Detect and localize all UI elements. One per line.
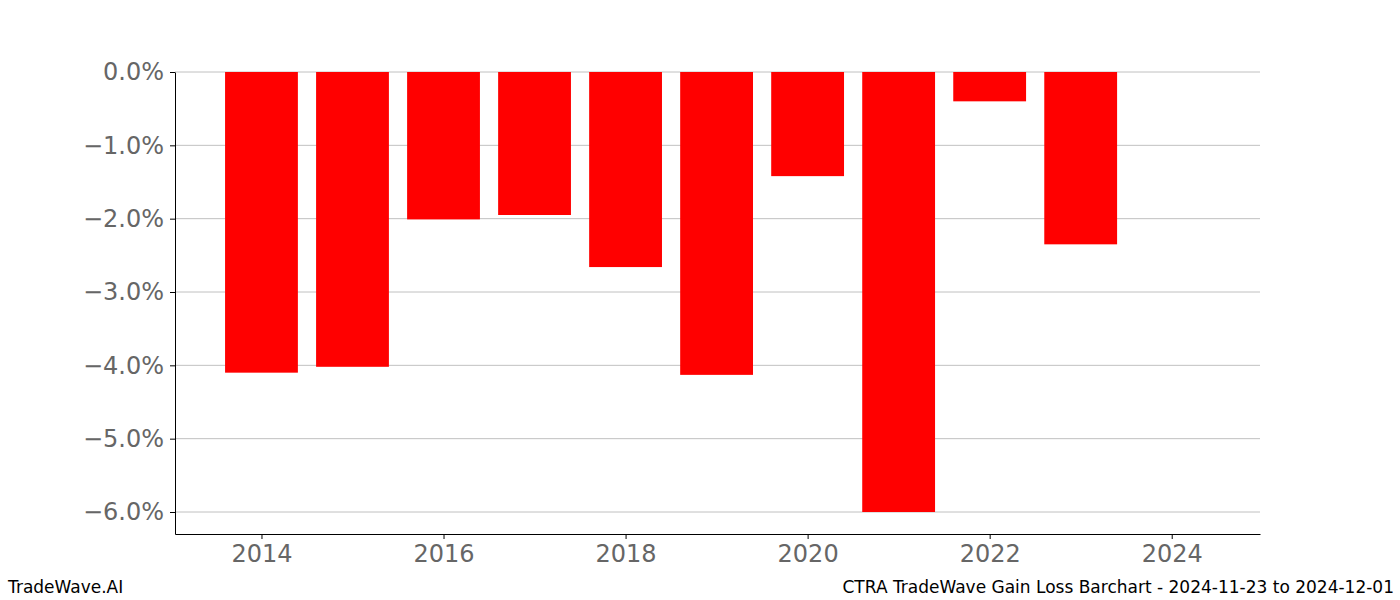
y-tick-label: −3.0% [83, 278, 164, 306]
y-tick-label: −1.0% [83, 132, 164, 160]
bar [771, 72, 844, 176]
title: CTRA TradeWave Gain Loss Barchart - 2024… [843, 577, 1395, 597]
y-tick-mark [170, 72, 175, 73]
y-tick: −6.0% [83, 498, 175, 526]
y-tick-mark [170, 365, 175, 366]
y-axis: 0.0% −1.0% −2.0% −3.0% −4.0% −5.0% −6.0% [83, 58, 176, 534]
x-tick-label: 2018 [596, 540, 657, 568]
y-tick-mark [170, 292, 175, 293]
bar [953, 72, 1026, 101]
grid [175, 72, 1260, 512]
y-tick-mark [170, 145, 175, 146]
y-tick-label: −4.0% [83, 352, 164, 380]
x-tick: 2024 [1142, 534, 1203, 568]
bar [680, 72, 753, 375]
x-tick-mark [261, 534, 262, 539]
bars [225, 72, 1117, 512]
y-tick: −3.0% [83, 278, 175, 306]
x-tick-label: 2024 [1142, 540, 1203, 568]
y-tick-mark [170, 219, 175, 220]
x-axis-line [176, 534, 1261, 535]
y-tick: −5.0% [83, 425, 175, 453]
y-axis-line [175, 73, 176, 535]
annotation: TradeWave.AI [7, 577, 123, 597]
bar [407, 72, 480, 219]
x-tick-label: 2020 [778, 540, 839, 568]
bar [1044, 72, 1117, 244]
y-tick: −4.0% [83, 352, 175, 380]
y-tick-label: −6.0% [83, 498, 164, 526]
bar [862, 72, 935, 512]
bar [225, 72, 298, 373]
grid-line [175, 512, 1260, 513]
bar [498, 72, 571, 215]
x-axis: 2014 2016 2018 2020 2022 2024 [176, 534, 1261, 568]
y-tick-label: 0.0% [103, 58, 164, 86]
x-tick-label: 2022 [960, 540, 1021, 568]
x-tick-label: 2014 [231, 540, 292, 568]
x-tick: 2022 [960, 534, 1021, 568]
x-tick: 2014 [231, 534, 292, 568]
y-tick-label: −5.0% [83, 425, 164, 453]
grid-line [175, 438, 1260, 439]
y-tick: 0.0% [103, 58, 175, 86]
y-tick: −2.0% [83, 205, 175, 233]
x-tick-mark [1172, 534, 1173, 539]
x-tick-label: 2016 [413, 540, 474, 568]
chart: 0.0%−1.0%−2.0%−3.0%−4.0%−5.0%−6.0%201420… [0, 0, 1400, 600]
y-tick: −1.0% [83, 132, 175, 160]
bar [316, 72, 389, 367]
x-tick: 2020 [778, 534, 839, 568]
y-tick-label: −2.0% [83, 205, 164, 233]
y-tick-mark [170, 512, 175, 513]
x-tick-mark [626, 534, 627, 539]
x-tick-mark [990, 534, 991, 539]
x-tick-mark [808, 534, 809, 539]
bar [589, 72, 662, 267]
y-tick-mark [170, 439, 175, 440]
x-tick: 2016 [413, 534, 474, 568]
x-tick-mark [444, 534, 445, 539]
x-tick: 2018 [596, 534, 657, 568]
